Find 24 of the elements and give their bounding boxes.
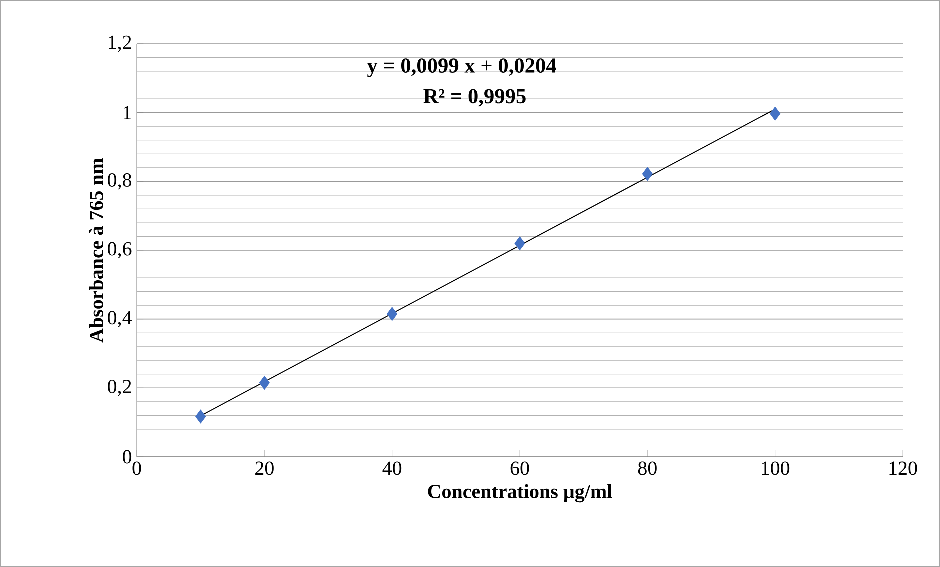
point — [196, 410, 206, 424]
x-tick-label: 0 — [132, 462, 142, 476]
x-axis-title: Concentrations µg/ml — [428, 484, 612, 503]
annotation: y = 0,0099 x + 0,0204 — [367, 58, 556, 78]
annotation: R² = 0,9995 — [424, 89, 526, 107]
y-tick-label: 0,4 — [108, 311, 132, 328]
x-tick-label: 100 — [762, 462, 790, 476]
y-tick-label: 1,2 — [109, 36, 132, 52]
x-tick-label: 80 — [638, 462, 657, 476]
x-tick-label: 60 — [510, 462, 530, 476]
x-tick-label: 40 — [382, 462, 402, 476]
y-axis-title: Absorbance à 765 nm — [89, 158, 104, 343]
y-tick-label: 0 — [123, 450, 132, 464]
point — [642, 167, 653, 182]
point — [770, 106, 781, 121]
y-tick-label: 0,2 — [108, 380, 132, 396]
y-tick-label: 1 — [124, 106, 132, 120]
x-tick-label: 20 — [256, 462, 274, 476]
point — [387, 307, 398, 322]
point — [259, 376, 270, 390]
point — [514, 236, 526, 251]
y-tick-label: 0,8 — [108, 173, 132, 190]
x-tick-label: 120 — [890, 462, 918, 476]
y-tick-label: 0,6 — [108, 242, 132, 259]
